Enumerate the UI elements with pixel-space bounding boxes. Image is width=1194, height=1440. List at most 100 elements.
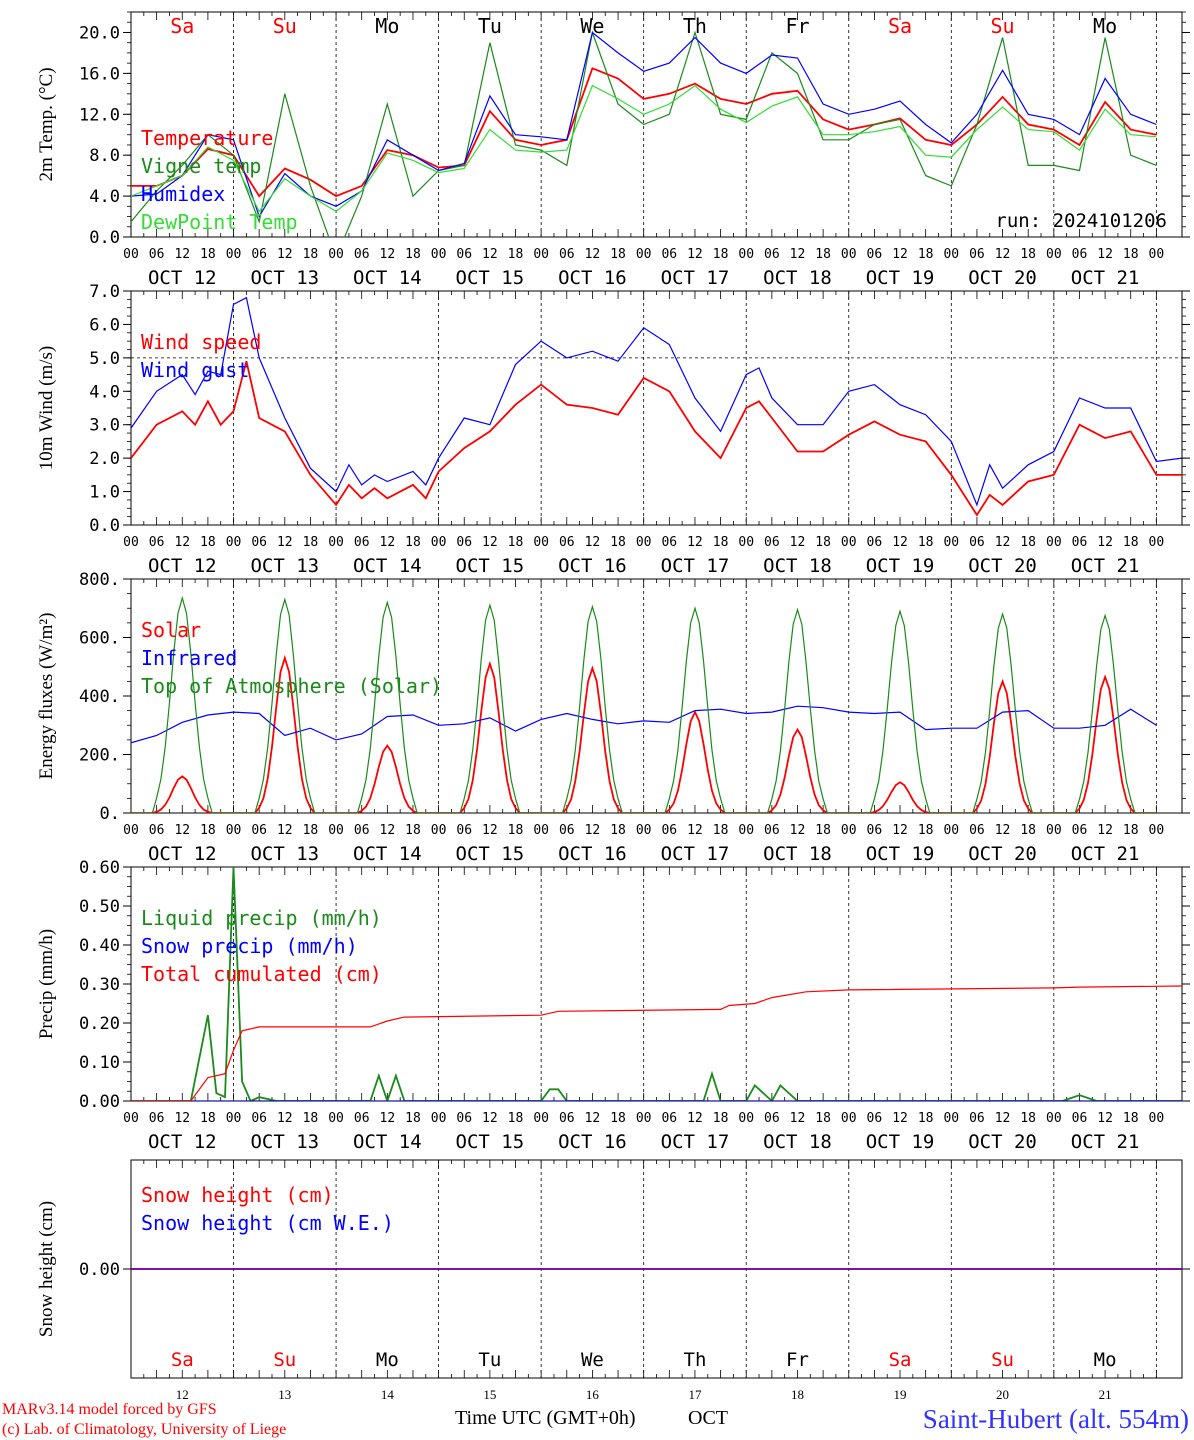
- panel-4: 0.00 0.10 0.20 0.30 0.40 0.50 0.60 Precip (mm/h…: [36, 858, 1190, 1153]
- hour-label: 06: [661, 823, 677, 838]
- hour-label: 06: [1072, 535, 1088, 550]
- date-label: OCT 13: [250, 555, 319, 577]
- date-label: OCT 12: [148, 843, 217, 865]
- y-tick-label: 0.40: [79, 936, 120, 956]
- y-tick-label: 2.0: [89, 449, 120, 469]
- day-label-top: Su: [273, 14, 297, 38]
- date-label: OCT 14: [353, 555, 422, 577]
- day-number: 13: [278, 1387, 291, 1402]
- hour-label: 18: [815, 535, 831, 550]
- hour-label: 12: [1097, 247, 1113, 262]
- hour-label: 12: [1097, 1111, 1113, 1126]
- y-tick-label: 4.0: [89, 187, 120, 207]
- hour-label: 06: [354, 1111, 370, 1126]
- legend-entry: Liquid precip (mm/h): [141, 906, 382, 930]
- hour-label: 00: [1046, 247, 1062, 262]
- date-label: OCT 16: [558, 843, 627, 865]
- hour-label: 06: [354, 535, 370, 550]
- series-line-1: [131, 867, 1182, 1101]
- hour-label: 00: [1046, 535, 1062, 550]
- date-label: OCT 13: [250, 1131, 319, 1153]
- series-line-4: [131, 84, 1157, 213]
- hour-label: 00: [431, 1111, 447, 1126]
- y-axis-title: Snow height (cm): [36, 1201, 57, 1337]
- y-axis-title: Precip (mm/h): [36, 929, 57, 1039]
- date-label: OCT 15: [456, 555, 525, 577]
- y-tick-label: 0.00: [79, 1092, 120, 1112]
- hour-label: 12: [892, 247, 908, 262]
- hour-label: 18: [610, 247, 626, 262]
- date-label: OCT 19: [866, 555, 935, 577]
- hour-label: 06: [149, 535, 165, 550]
- run-label: run: 2024101206: [995, 210, 1167, 232]
- date-label: OCT 14: [353, 267, 422, 289]
- panel-2: 0.0 1.0 2.0 3.0 4.0 5.0 6.0 7.0 10m Wind (m/s) 00…: [36, 282, 1190, 577]
- hour-label: 18: [1020, 823, 1036, 838]
- hour-label: 00: [123, 823, 139, 838]
- hour-label: 06: [661, 535, 677, 550]
- hour-label: 00: [328, 823, 344, 838]
- hour-label: 06: [764, 1111, 780, 1126]
- legend-entry: Solar: [141, 618, 201, 642]
- hour-label: 18: [1123, 1111, 1139, 1126]
- hour-label: 12: [174, 535, 190, 550]
- plot-frame: [130, 290, 1183, 526]
- y-tick-label: 12.0: [79, 105, 120, 125]
- hour-label: 06: [456, 247, 472, 262]
- hour-label: 18: [918, 247, 934, 262]
- date-label: OCT 12: [148, 555, 217, 577]
- date-label: OCT 21: [1071, 555, 1140, 577]
- month-label: OCT: [688, 1407, 728, 1429]
- series-line-2: [131, 705, 1157, 744]
- y-tick-label: 16.0: [79, 64, 120, 84]
- y-tick-label: 0.: [100, 804, 120, 824]
- day-label-top: Mo: [1093, 14, 1117, 38]
- hour-label: 06: [867, 535, 883, 550]
- hour-label: 18: [610, 1111, 626, 1126]
- hour-label: 06: [867, 1111, 883, 1126]
- hour-label: 12: [892, 1111, 908, 1126]
- hour-label: 12: [585, 535, 601, 550]
- hour-label: 06: [456, 823, 472, 838]
- hour-label: 18: [303, 1111, 319, 1126]
- y-tick-label: 0.20: [79, 1014, 120, 1034]
- legend-entry: Humidex: [141, 182, 225, 206]
- date-label: OCT 13: [250, 267, 319, 289]
- day-label-bottom: Fr: [786, 1349, 809, 1371]
- series-line-3: [131, 31, 1157, 218]
- hour-label: 00: [533, 535, 549, 550]
- day-label-top: Tu: [478, 14, 502, 38]
- hour-label: 00: [1046, 1111, 1062, 1126]
- hour-label: 06: [764, 823, 780, 838]
- hour-label: 18: [1020, 1111, 1036, 1126]
- hour-label: 00: [533, 247, 549, 262]
- hour-label: 06: [149, 1111, 165, 1126]
- hour-label: 18: [405, 1111, 421, 1126]
- y-tick-label: 6.0: [89, 315, 120, 335]
- hour-label: 00: [943, 535, 959, 550]
- hour-label: 18: [918, 535, 934, 550]
- hour-label: 18: [815, 247, 831, 262]
- hour-label: 18: [610, 823, 626, 838]
- date-label: OCT 12: [148, 1131, 217, 1153]
- series-line-1: [131, 654, 1157, 813]
- hour-label: 00: [1149, 535, 1165, 550]
- date-label: OCT 13: [250, 843, 319, 865]
- panel-1: 0.0 4.0 8.0 12.0 16.0 20.0 2m Temp. (°C) 00 06 12…: [36, 11, 1190, 289]
- hour-label: 00: [431, 823, 447, 838]
- legend-entry: Top of Atmosphere (Solar): [141, 674, 442, 698]
- panel-3: 0. 200. 400. 600. 800. Energy fluxes (W/m²) 00…: [36, 570, 1190, 865]
- date-label: OCT 12: [148, 267, 217, 289]
- date-label: OCT 21: [1071, 267, 1140, 289]
- y-tick-label: 800.: [79, 570, 120, 590]
- series-line-1: [131, 67, 1157, 198]
- day-label-bottom: Mo: [1094, 1349, 1117, 1371]
- hour-label: 00: [943, 247, 959, 262]
- y-axis-title: 2m Temp. (°C): [36, 67, 57, 181]
- hour-label: 06: [969, 247, 985, 262]
- hour-label: 12: [482, 823, 498, 838]
- hour-label: 00: [1046, 823, 1062, 838]
- date-label: OCT 16: [558, 555, 627, 577]
- hour-label: 00: [738, 535, 754, 550]
